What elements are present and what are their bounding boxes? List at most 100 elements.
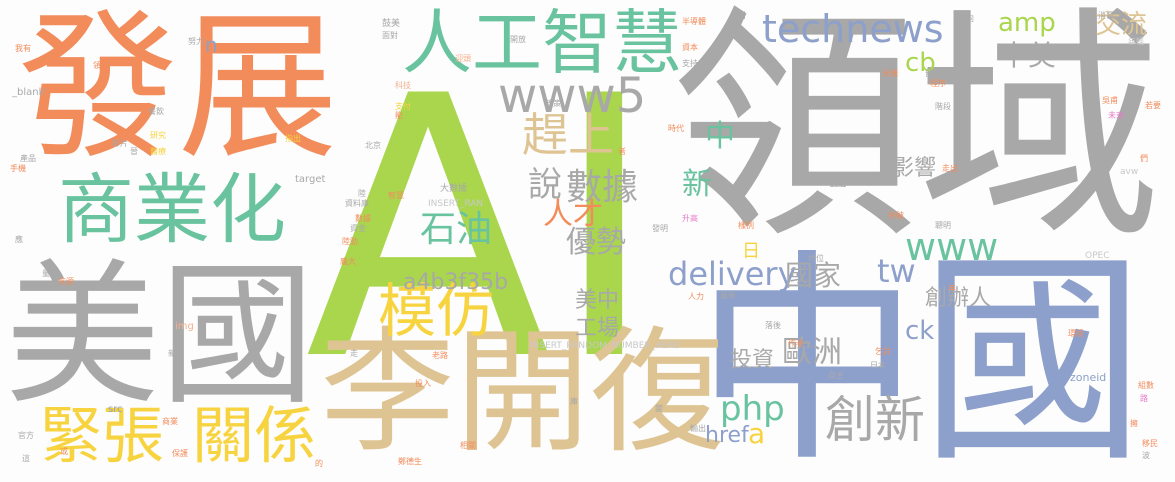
word-guanxi: 關係 [192,399,317,472]
word-fangxiang: 方向 [958,14,974,23]
word-touzi: 投資 [730,348,775,373]
word-target: target [295,174,326,185]
word-zhe2: 者 [618,147,626,156]
word-nianqing: 年輕 [1128,37,1144,46]
word-cb: cb [905,48,936,78]
word-xin: 新 [682,167,712,202]
word-a4b3f35b: a4b3f35b [403,270,509,295]
word-shangye: 商業 [162,417,178,426]
word-xiaozhang: 消長 [1098,11,1114,20]
word-shiyou: 石油 [420,209,493,250]
word-dashuju: 大數據 [440,184,468,194]
word-n: n [205,33,218,57]
word-zhihui: 智慧 [388,191,404,200]
word-meiguo: 美國 [5,245,315,426]
word-beijing: 北京 [365,141,381,150]
word-shuo: 說 [528,165,562,205]
word-amp: amp [998,8,1056,38]
word-canyin: 餐飲 [148,107,164,116]
word-touru: 投入 [415,379,431,388]
word-delivery: delivery [668,255,797,293]
word-keji: 科技 [395,81,411,90]
word-shangyehua: 商業化 [58,165,286,254]
word-likaifu: 李開復 [320,314,725,471]
word-www: www [905,225,999,269]
word-lujin: 陸勁 [342,237,358,246]
word-huo: 或 [60,447,68,456]
word-zijin: 資金 [350,224,366,233]
word-zhe: 這 [22,454,30,463]
word-shuchu: 輸出 [690,424,706,433]
word-img: img [175,321,194,332]
word-huanjing: 環境 [1068,329,1084,338]
word-mofang: 模仿 [378,277,495,345]
word-jinzhang: 緊張 [40,399,165,472]
word-lu2: 陸 [358,189,366,198]
word-tupo: 突破 [888,211,904,220]
word-ri: 日 [742,241,760,262]
word-shuju: 數據 [566,167,639,208]
word-zushu: 組數 [1138,381,1154,390]
word-yingpian: 影片 [112,139,128,148]
word-nuli: 努力 [188,37,204,46]
word-luohou: 落後 [765,321,781,330]
word-diwei: 地位 [808,254,824,263]
word-avw: avw [1120,167,1139,177]
word-zouchu: 走出 [942,164,958,173]
word-laolu: 老路 [432,351,448,360]
word-jiaoliu: 交流 [1095,10,1148,40]
word-jieduan: 階段 [935,102,951,111]
word-guanfang: 官方 [18,431,34,440]
word-jushuo: 據說 [830,179,846,188]
word-fazhan: 發展 [18,0,339,181]
word-chengxu: 程序 [930,79,946,88]
word-ziben: 資本 [682,43,698,52]
word-ce: 冊 [738,11,746,20]
word-yimin: 移民 [1142,439,1158,448]
word-liuxia: 留下 [925,69,941,78]
word-zhongguo: 中國 [695,231,1145,482]
word-kaifang: 開放 [510,35,526,44]
word-bandaoti: 半導體 [682,17,706,26]
word-weilai: 未來 [1108,111,1124,120]
word-guomei: 鼓美 [382,19,401,29]
word-ziliaoku: 資料庫 [345,199,369,208]
word-tw: tw [877,252,916,290]
word-ganshang: 趕上 [522,108,614,162]
word-meizhong: 美中 [575,288,620,313]
word-zuozhe: 作者 [788,339,804,348]
word-zhengdesheng: 鄭德生 [398,457,422,466]
word-rengongzhihui: 人工智慧 [402,2,682,84]
word-yingtou: 迎頭 [455,54,471,63]
word-ruoyao: 若要 [1145,101,1161,110]
word-ku: 庫 [570,397,578,406]
word-men: 們 [1140,154,1148,163]
word-woyou: 我有 [15,44,31,53]
word-www5: www5 [498,68,647,124]
word-blank: _blank' [12,87,48,98]
word-zugou: 足夠 [1050,134,1066,143]
word-a: a [748,417,766,450]
word-riben: 日本 [870,361,886,370]
word-shenggao: 升高 [682,214,698,223]
word-wufu: 吳甫 [1102,96,1118,105]
word-qitao: 乞討 [875,347,891,356]
word-yangli: 樣例 [738,221,754,230]
word-yiliao: 醫療 [150,147,166,156]
word-tianji: 天機 [882,69,898,78]
word-youshi: 優勢 [566,225,626,260]
word-shidai: 時代 [668,124,684,133]
word-chuangbanren: 創辦人 [925,286,992,311]
word-yanjiu: 研究 [150,131,166,140]
word-ai: AI [305,20,658,439]
word-xinwen: 新聞 [168,349,184,358]
word-jin: 晉 [130,147,138,156]
word-laiyuan: 來源 [58,277,74,286]
word-renli: 人力 [688,292,704,301]
word-opec: OPEC [1085,251,1110,261]
word-href: href [705,423,749,448]
word-liang: 量 [42,269,50,278]
word-zhichu: 指出 [285,134,301,143]
word-shuju-small: 數據 [355,214,371,223]
word-ck: ck [905,316,935,346]
